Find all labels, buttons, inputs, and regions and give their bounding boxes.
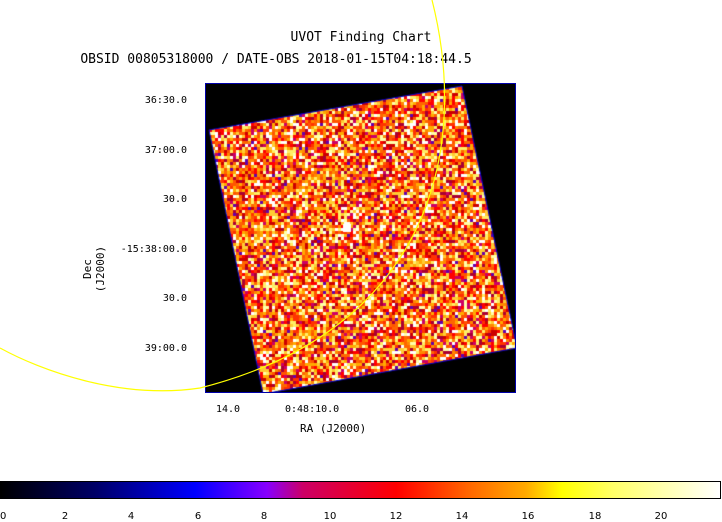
chart-subtitle: OBSID 00805318000 / DATE-OBS 2018-01-15T…	[80, 52, 472, 67]
colorbar-tick: 14	[455, 511, 469, 522]
dec-axis-label: Dec (J2000)	[81, 245, 107, 293]
ra-tick-label: 14.0	[216, 404, 241, 415]
colorbar-tick: 6	[194, 511, 202, 522]
colorbar-tick: 16	[521, 511, 535, 522]
colorbar-tick: 12	[389, 511, 403, 522]
ra-tick-label: 06.0	[405, 404, 430, 415]
colorbar-tick: 0	[0, 511, 7, 522]
finding-chart-image	[205, 83, 516, 393]
colorbar	[0, 481, 721, 499]
colorbar-tick: 18	[588, 511, 602, 522]
dec-tick-label: 30.0	[162, 194, 187, 205]
dec-tick-label: 36:30.0	[144, 95, 187, 106]
chart-title: UVOT Finding Chart	[290, 30, 432, 45]
colorbar-tick: 20	[654, 511, 668, 522]
ra-axis-label: RA (J2000)	[300, 422, 367, 435]
colorbar-tick: 10	[323, 511, 337, 522]
uvot-image-canvas	[206, 84, 515, 392]
colorbar-tick: 2	[61, 511, 69, 522]
ra-tick-label: 0:48:10.0	[285, 404, 340, 415]
colorbar-tick: 4	[127, 511, 135, 522]
dec-tick-label: 39:00.0	[144, 343, 187, 354]
dec-tick-label: 37:00.0	[144, 145, 187, 156]
colorbar-tick: 8	[260, 511, 268, 522]
